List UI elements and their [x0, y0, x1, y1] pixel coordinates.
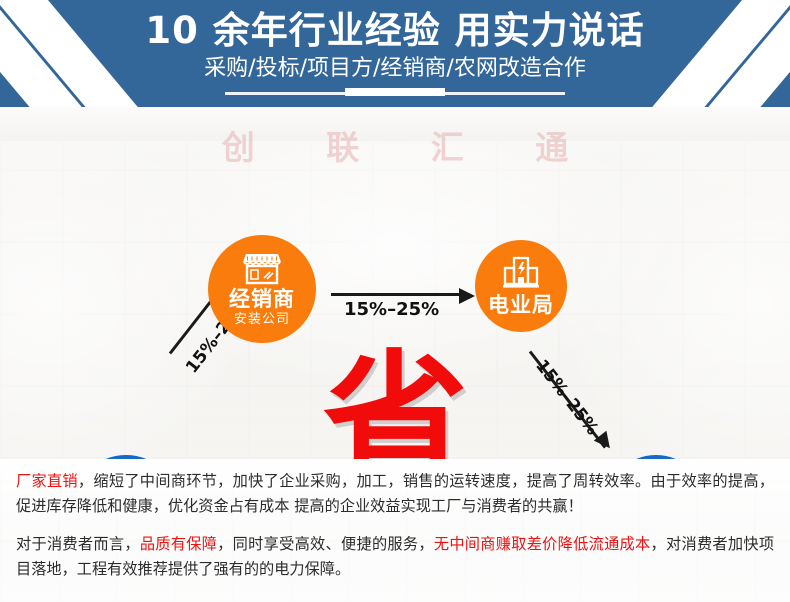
banner-subtitle: 采购/投标/项目方/经销商/农网改造合作 — [204, 56, 586, 81]
node-consumer[interactable]: 消费者 — [604, 455, 708, 459]
node-bureau[interactable]: 电业局 — [475, 240, 567, 332]
paragraph-1: 厂家直销，缩短了中间商环节，加快了企业采购，加工，销售的运转速度，提高了周转效率… — [16, 459, 774, 519]
shop-icon — [242, 251, 282, 285]
bottom-description: 厂家直销，缩短了中间商环节，加快了企业采购，加工，销售的运转速度，提高了周转效率… — [0, 459, 790, 602]
node-dealer-sublabel: 安装公司 — [233, 311, 290, 327]
arrow-dealer-to-bureau — [331, 293, 461, 296]
node-dealer[interactable]: 经销商 安装公司 — [208, 235, 316, 343]
paragraph-2-tail: ，对消费者加快项目落地，工程有效推荐提供了强有的的电力保障。 — [16, 535, 775, 578]
center-savings-character: 省 — [323, 337, 468, 459]
paragraph-2-lead: 对于消费者而言， — [16, 535, 140, 553]
banner-title: 10 余年行业经验 用实力说话 — [145, 9, 645, 52]
background-watermark: 创 联 汇 通 — [221, 128, 599, 167]
power-building-icon — [500, 255, 542, 291]
paragraph-2: 对于消费者而言，品质有保障，同时享受高效、便捷的服务，无中间商赚取差价降低流通成… — [16, 519, 774, 582]
node-bureau-label: 电业局 — [488, 293, 554, 317]
paragraph-1-highlight: 厂家直销 — [16, 472, 78, 490]
paragraph-1-text: ，缩短了中间商环节，加快了企业采购，加工，销售的运转速度，提高了周转效率。由于效… — [16, 472, 775, 515]
node-dealer-label: 经销商 — [229, 286, 295, 311]
header-banner: 10 余年行业经验 用实力说话 采购/投标/项目方/经销商/农网改造合作 — [0, 0, 790, 107]
background-top-band — [0, 107, 790, 141]
background-building-photo — [0, 107, 790, 459]
bottom-background — [0, 459, 790, 602]
arrow-label-dealer-to-bureau: 15%–25% — [344, 299, 440, 320]
banner-divider-center — [345, 88, 445, 96]
arrow-head-dealer-to-bureau — [459, 288, 475, 304]
flow-diagram: 创 联 汇 通 15%–25% 15%–25% 15%–25% 在这里省了中间环… — [0, 107, 790, 459]
paragraph-2-highlight-2: 无中间商赚取差价降低流通成本 — [433, 535, 651, 553]
paragraph-2-mid: ，同时享受高效、便捷的服务， — [217, 535, 434, 553]
paragraph-2-highlight-1: 品质有保障 — [139, 535, 218, 553]
